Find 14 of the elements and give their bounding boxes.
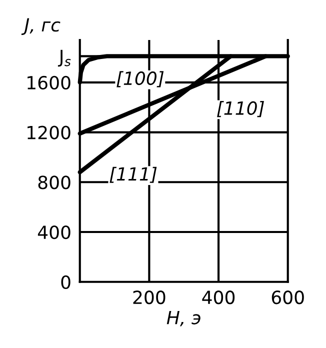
- series-label: [111]: [110, 166, 157, 183]
- y-tick-label: 400: [38, 225, 70, 240]
- y-tick-label: 0: [61, 275, 70, 289]
- x-tick-label: 200: [133, 290, 166, 304]
- x-axis-title: H, э: [166, 311, 200, 326]
- series-label: [110]: [217, 100, 264, 118]
- series-label: [100]: [116, 71, 164, 88]
- y-tick-label: 1600: [28, 76, 70, 90]
- y-axis-title: J, гс: [21, 18, 60, 36]
- x-tick-label: 600: [272, 290, 304, 304]
- y-tick-label: 800: [38, 176, 70, 190]
- x-tick-label: 400: [202, 290, 235, 304]
- y-tick-label: 1200: [28, 126, 70, 140]
- y-tick-label: J$_{s}$: [58, 50, 71, 67]
